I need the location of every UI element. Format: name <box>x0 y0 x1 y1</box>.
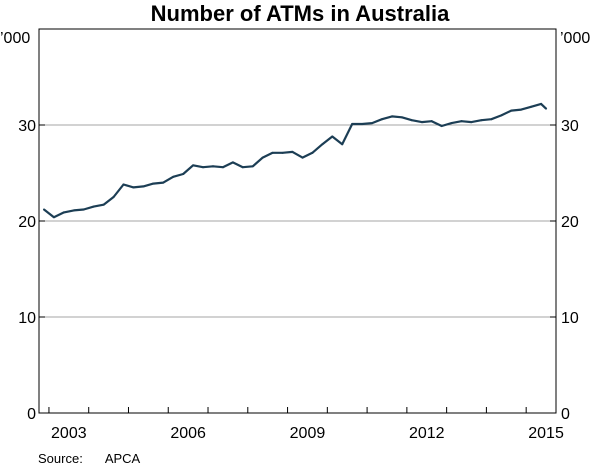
chart-title: Number of ATMs in Australia <box>150 1 450 26</box>
data-point <box>410 119 413 122</box>
data-point <box>281 151 284 154</box>
y-tick-label-left: 10 <box>18 310 36 327</box>
data-point <box>112 196 115 198</box>
data-point <box>420 121 423 124</box>
data-point <box>152 182 155 185</box>
data-point <box>470 121 473 124</box>
data-point <box>142 185 145 188</box>
data-point <box>311 151 314 154</box>
data-point <box>62 211 65 214</box>
data-point <box>211 165 214 168</box>
data-point <box>42 208 45 211</box>
y-tick-label-right: 20 <box>561 214 579 231</box>
y-tick-label-left: 0 <box>27 406 36 423</box>
data-point <box>361 123 364 126</box>
data-point <box>490 118 493 121</box>
x-tick-label: 2009 <box>290 425 326 442</box>
data-point <box>460 120 463 123</box>
y-tick-label-left: 30 <box>18 118 36 135</box>
data-point <box>400 116 403 119</box>
data-point <box>221 166 224 169</box>
data-point <box>430 120 433 123</box>
data-point <box>241 166 244 169</box>
data-point <box>321 143 324 146</box>
data-point <box>72 209 75 212</box>
data-point <box>341 143 344 146</box>
data-point <box>371 122 374 125</box>
data-point <box>92 205 95 208</box>
data-point <box>132 186 135 189</box>
data-point <box>271 151 274 154</box>
source-label: Source: <box>38 451 83 466</box>
x-tick-label: 2012 <box>409 425 445 442</box>
data-point <box>122 183 125 186</box>
data-point <box>540 102 543 105</box>
data-point <box>351 123 354 126</box>
data-point <box>162 181 165 184</box>
data-point <box>182 172 185 175</box>
y-tick-label-right: 10 <box>561 310 579 327</box>
x-tick-label: 2015 <box>528 425 564 442</box>
data-point <box>530 105 533 108</box>
data-point <box>192 164 195 167</box>
y-tick-label-left: 20 <box>18 214 36 231</box>
data-point <box>480 119 483 122</box>
data-point <box>331 135 334 138</box>
data-point <box>500 114 503 117</box>
data-point <box>381 118 384 121</box>
data-point <box>82 208 85 211</box>
y-tick-label-right: 0 <box>561 406 570 423</box>
data-point <box>440 124 443 127</box>
data-point <box>510 109 513 112</box>
left-axis-unit: ’000 <box>0 30 31 47</box>
data-point <box>102 203 105 206</box>
source-note: Source: APCA <box>38 451 140 466</box>
x-tick-label: 2006 <box>170 425 206 442</box>
data-point <box>251 165 254 168</box>
data-point <box>301 156 304 159</box>
data-point <box>231 161 234 164</box>
data-point <box>202 166 205 169</box>
right-axis-unit: ’000 <box>560 30 591 47</box>
data-point <box>390 115 393 118</box>
data-point <box>545 107 548 110</box>
data-point <box>172 175 175 178</box>
source-value: APCA <box>104 451 141 466</box>
data-point <box>450 122 453 125</box>
x-tick-label: 2003 <box>51 425 87 442</box>
data-point <box>291 150 294 153</box>
data-point <box>261 156 264 159</box>
y-tick-label-right: 30 <box>561 118 579 135</box>
data-point <box>520 108 523 111</box>
data-point <box>52 216 55 219</box>
atm-count-line <box>43 102 547 219</box>
